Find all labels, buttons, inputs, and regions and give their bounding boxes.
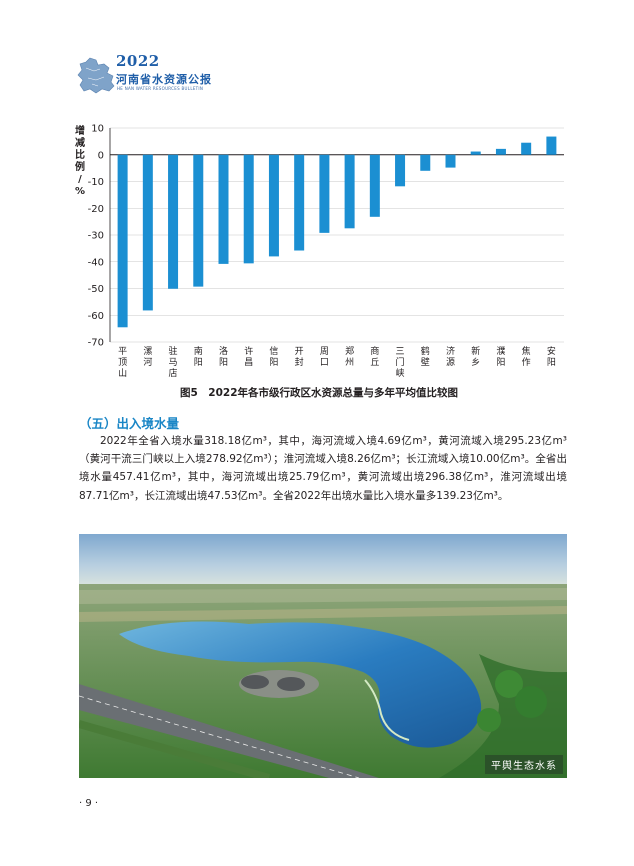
x-tick-label: 新乡 [471, 345, 480, 368]
figure-caption: 图5 2022年各市级行政区水资源总量与多年平均值比较图 [179, 387, 459, 399]
y-axis-label: 增减比例 /% [74, 126, 86, 197]
x-tick-label: 安阳 [547, 345, 556, 368]
photo-tag: 平舆生态水系 [485, 755, 563, 774]
bar-8 [294, 154, 305, 251]
lake-park-aerial-image [79, 534, 567, 778]
x-tick-label: 信阳 [269, 345, 278, 368]
bar-15 [470, 151, 481, 155]
y-tick-label: -40 [88, 257, 104, 268]
bar-17 [521, 142, 532, 155]
report-title-english: HE NAN WATER RESOURCES BULLETIN [117, 86, 204, 91]
y-tick-label: -60 [88, 311, 104, 322]
x-tick-label: 三门峡 [396, 347, 405, 379]
bar-10 [344, 154, 355, 229]
bar-4 [193, 154, 204, 287]
x-tick-label: 南阳 [194, 345, 203, 368]
bar-2 [142, 154, 153, 311]
figure-5: 10 0 -10 -20 -30 -40 -50 -60 -70 平顶山 漯河 驻马店 南阳 洛阳 许昌 信阳… [66, 118, 572, 418]
report-title: 河南省水资源公报 [116, 73, 212, 86]
bar-3 [168, 154, 179, 289]
x-tick-label: 商丘 [370, 345, 379, 368]
x-tick-label: 鹤壁 [421, 345, 430, 368]
bar-6 [243, 154, 254, 264]
bar-1 [117, 154, 128, 328]
bar-11 [369, 154, 380, 217]
x-tick-label: 濮阳 [496, 345, 505, 368]
henan-map-logo [77, 57, 115, 94]
x-tick-label: 许昌 [244, 345, 253, 368]
x-tick-label: 周口 [320, 346, 329, 368]
y-tick-label: 0 [98, 150, 104, 161]
y-tick-label: -10 [88, 177, 104, 188]
body-paragraph: 2022年全省入境水量318.18亿m³，其中，海河流域入境4.69亿m³，黄河… [79, 435, 567, 502]
bar-16 [495, 148, 506, 155]
page-number: · 9 · [79, 798, 99, 809]
section-heading: （五）出入境水量 [79, 416, 180, 431]
x-tick-label: 平顶山 [118, 346, 127, 379]
x-tick-label: 漯河 [143, 346, 152, 368]
x-tick-label: 驻马店 [169, 346, 178, 379]
bar-5 [218, 154, 229, 264]
x-tick-label: 郑州 [345, 345, 354, 368]
bar-18 [546, 136, 557, 155]
landscape-photo: 平舆生态水系 [79, 534, 567, 778]
bar-13 [420, 154, 431, 171]
report-header: 2022 河南省水资源公报 HE NAN WATER RESOURCES BUL… [76, 52, 276, 96]
y-tick-label: -50 [88, 284, 104, 295]
y-tick-label: -30 [88, 231, 104, 242]
y-tick-label: -20 [88, 204, 104, 215]
bar-14 [445, 154, 456, 168]
bar-12 [395, 154, 406, 187]
y-tick-label: -70 [88, 338, 104, 349]
report-year: 2022 [116, 52, 160, 70]
bar-9 [319, 154, 330, 233]
x-tick-label: 洛阳 [219, 345, 228, 368]
y-tick-label: 10 [91, 124, 104, 135]
bar-chart: 10 0 -10 -20 -30 -40 -50 -60 -70 平顶山 漯河 驻马店 南阳洛阳许昌信阳… [88, 124, 564, 379]
x-tick-label: 焦作 [522, 345, 531, 368]
x-tick-label: 济源 [446, 345, 455, 368]
x-tick-label: 开封 [295, 346, 304, 368]
bar-7 [268, 154, 279, 257]
